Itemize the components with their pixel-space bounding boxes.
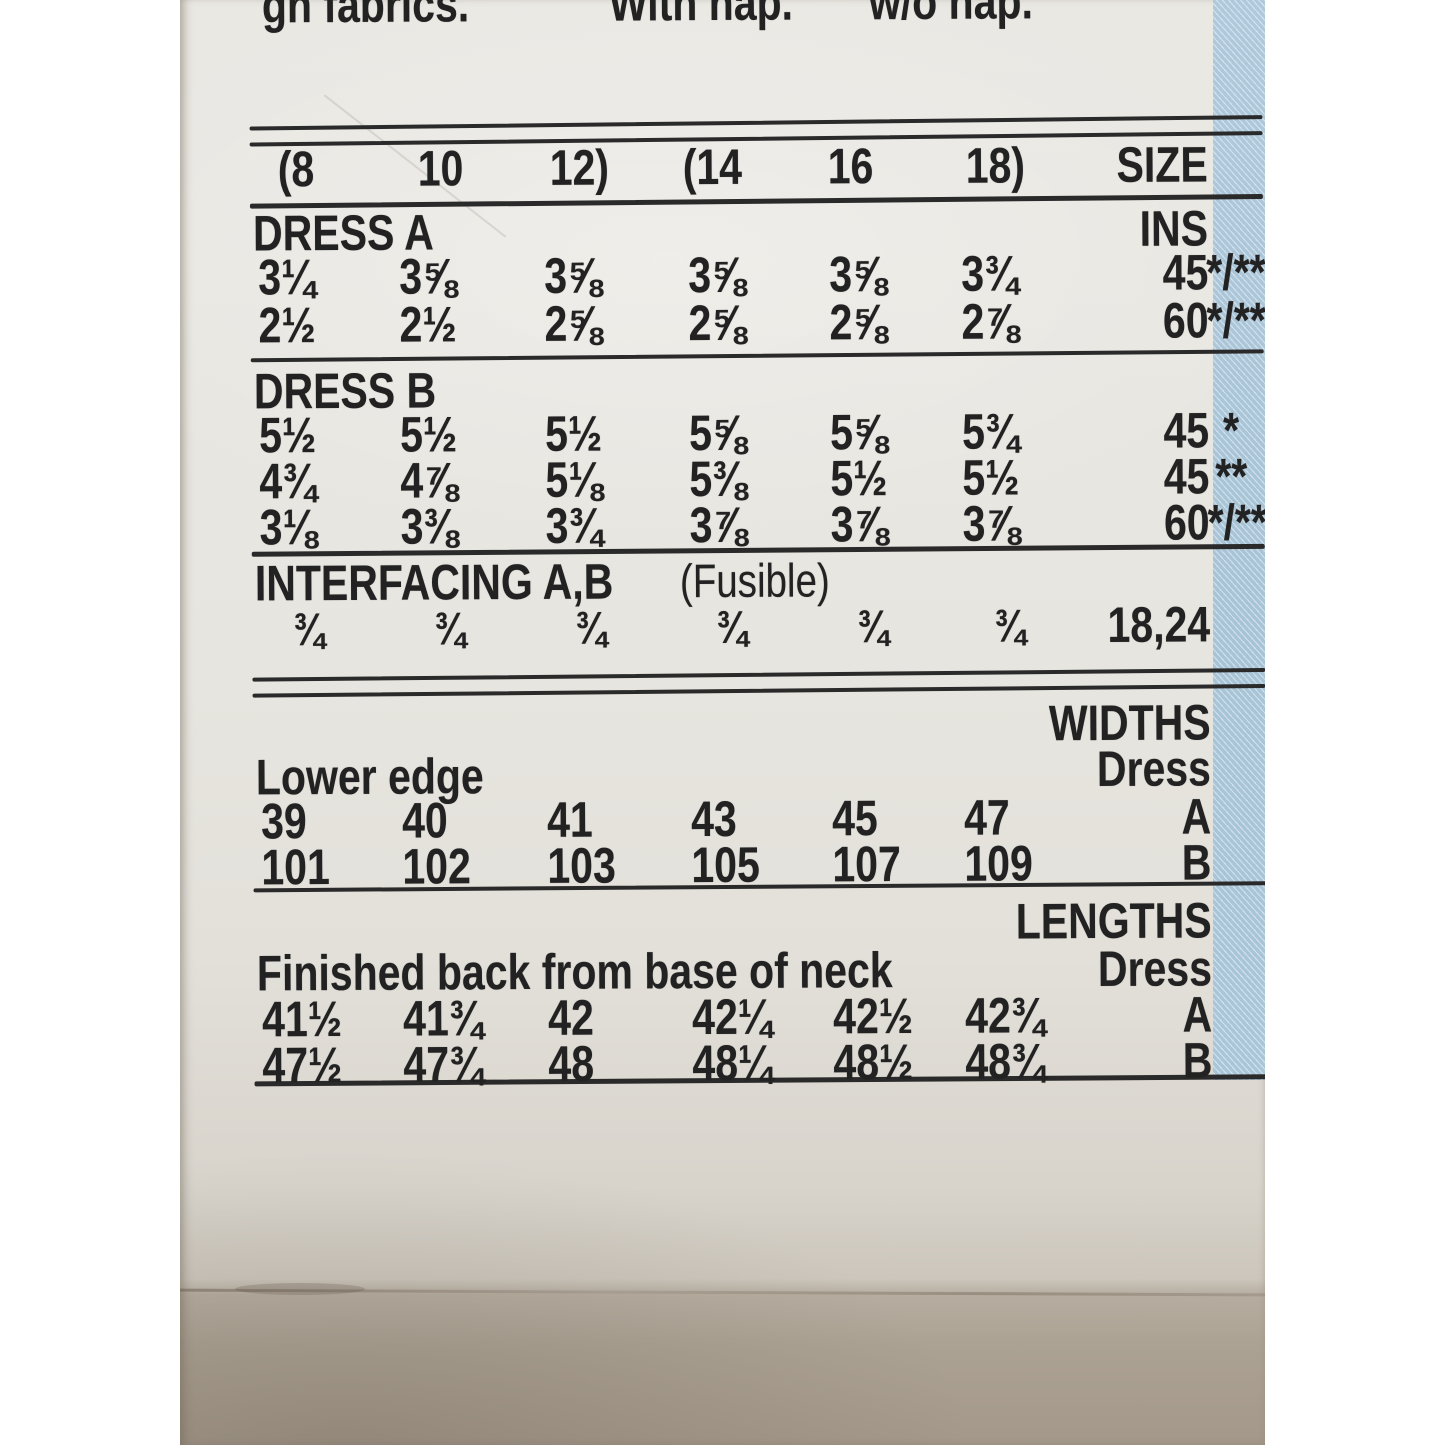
size-col: 10 (417, 140, 464, 197)
fabric-width-value: 45 (1162, 244, 1209, 301)
yardage-value: 2⅝ (829, 294, 887, 351)
fusible-note: (Fusible) (679, 553, 830, 608)
size-col: (8 (277, 141, 315, 198)
envelope-fold-shadow-edge (235, 1283, 365, 1295)
yardage-value: 2⅝ (688, 294, 746, 352)
length-values-row: 47½ 47¾ 48 48¼ 48½ 48¾ B (182, 1032, 1265, 1094)
cut-off-text-row: gh fabrics. With nap. w/o nap. (180, 0, 1262, 33)
yardage-value: 3⅞ (830, 496, 888, 553)
yardage-value: 3⅝ (829, 246, 887, 303)
yardage-value: ¾ (293, 603, 325, 656)
width-value: 103 (547, 837, 616, 894)
with-nap-note: With nap. (608, 0, 794, 32)
width-value: 107 (832, 836, 901, 893)
yardage-value: ¾ (434, 602, 466, 655)
size-col: 16 (827, 138, 874, 195)
yardage-value: 2½ (258, 297, 316, 354)
fabric-width-value: 18,24 (1107, 596, 1211, 653)
yardage-value: 3⅝ (688, 246, 746, 304)
size-col: 12) (549, 139, 610, 196)
dress-letter: B (1181, 834, 1212, 891)
nap-marks: */** (1206, 292, 1265, 349)
width-value: 101 (261, 839, 330, 896)
length-value: 48¼ (692, 1034, 773, 1092)
lengths-heading: LENGTHS (1015, 892, 1212, 950)
yardage-value: 3⅝ (399, 248, 457, 305)
blue-border-stripe (1213, 0, 1265, 1080)
yardage-value: 3⅛ (259, 499, 317, 556)
yardage-value: ¾ (857, 600, 889, 653)
yardage-value: 3⅜ (400, 498, 458, 555)
width-values-row: 101 102 103 105 107 109 B (181, 834, 1265, 896)
interfacing-heading: INTERFACING A,B (254, 553, 614, 612)
yardage-value: 3⅞ (689, 496, 747, 554)
yardage-value: 3⅝ (544, 247, 602, 304)
length-value: 47¾ (403, 1036, 484, 1093)
width-value: 102 (402, 838, 471, 895)
fabric-width-value: 60 (1162, 292, 1209, 349)
without-nap-note: w/o nap. (868, 0, 1034, 31)
nap-marks: */** (1206, 244, 1265, 301)
size-col: (14 (682, 138, 743, 196)
length-value: 48½ (833, 1033, 914, 1091)
table-rule (252, 667, 1265, 682)
fabric-width-value: 60 (1163, 494, 1210, 551)
length-value: 47½ (262, 1036, 343, 1094)
length-value: 48 (548, 1035, 595, 1092)
printed-table: gh fabrics. With nap. w/o nap. (8 10 12)… (180, 0, 1265, 1445)
nap-marks: */** (1207, 494, 1265, 551)
yardage-row: 2½ 2½ 2⅝ 2⅝ 2⅝ 2⅞ 60 */** (180, 292, 1265, 354)
table-rule (249, 115, 1263, 131)
size-header-row: (8 10 12) (14 16 18) SIZE (180, 136, 1263, 198)
yardage-value: 3¼ (258, 249, 316, 306)
yardage-value: 2⅝ (544, 295, 602, 352)
envelope-back-panel: gh fabrics. With nap. w/o nap. (8 10 12)… (180, 0, 1265, 1445)
width-value: 105 (691, 836, 760, 894)
dress-letter: B (1182, 1032, 1213, 1089)
yardage-value: ¾ (575, 601, 607, 654)
yardage-row: 3⅛ 3⅜ 3¾ 3⅞ 3⅞ 3⅞ 60 */** (180, 494, 1265, 556)
yardage-value: 2½ (399, 296, 457, 353)
size-heading: SIZE (1116, 136, 1208, 193)
yardage-value: ¾ (716, 600, 748, 654)
yardage-row: ¾ ¾ ¾ ¾ ¾ ¾ 18,24 (180, 596, 1265, 657)
yardage-value: 3¾ (545, 497, 603, 554)
cut-off-fabric-note: gh fabrics. (261, 0, 470, 34)
